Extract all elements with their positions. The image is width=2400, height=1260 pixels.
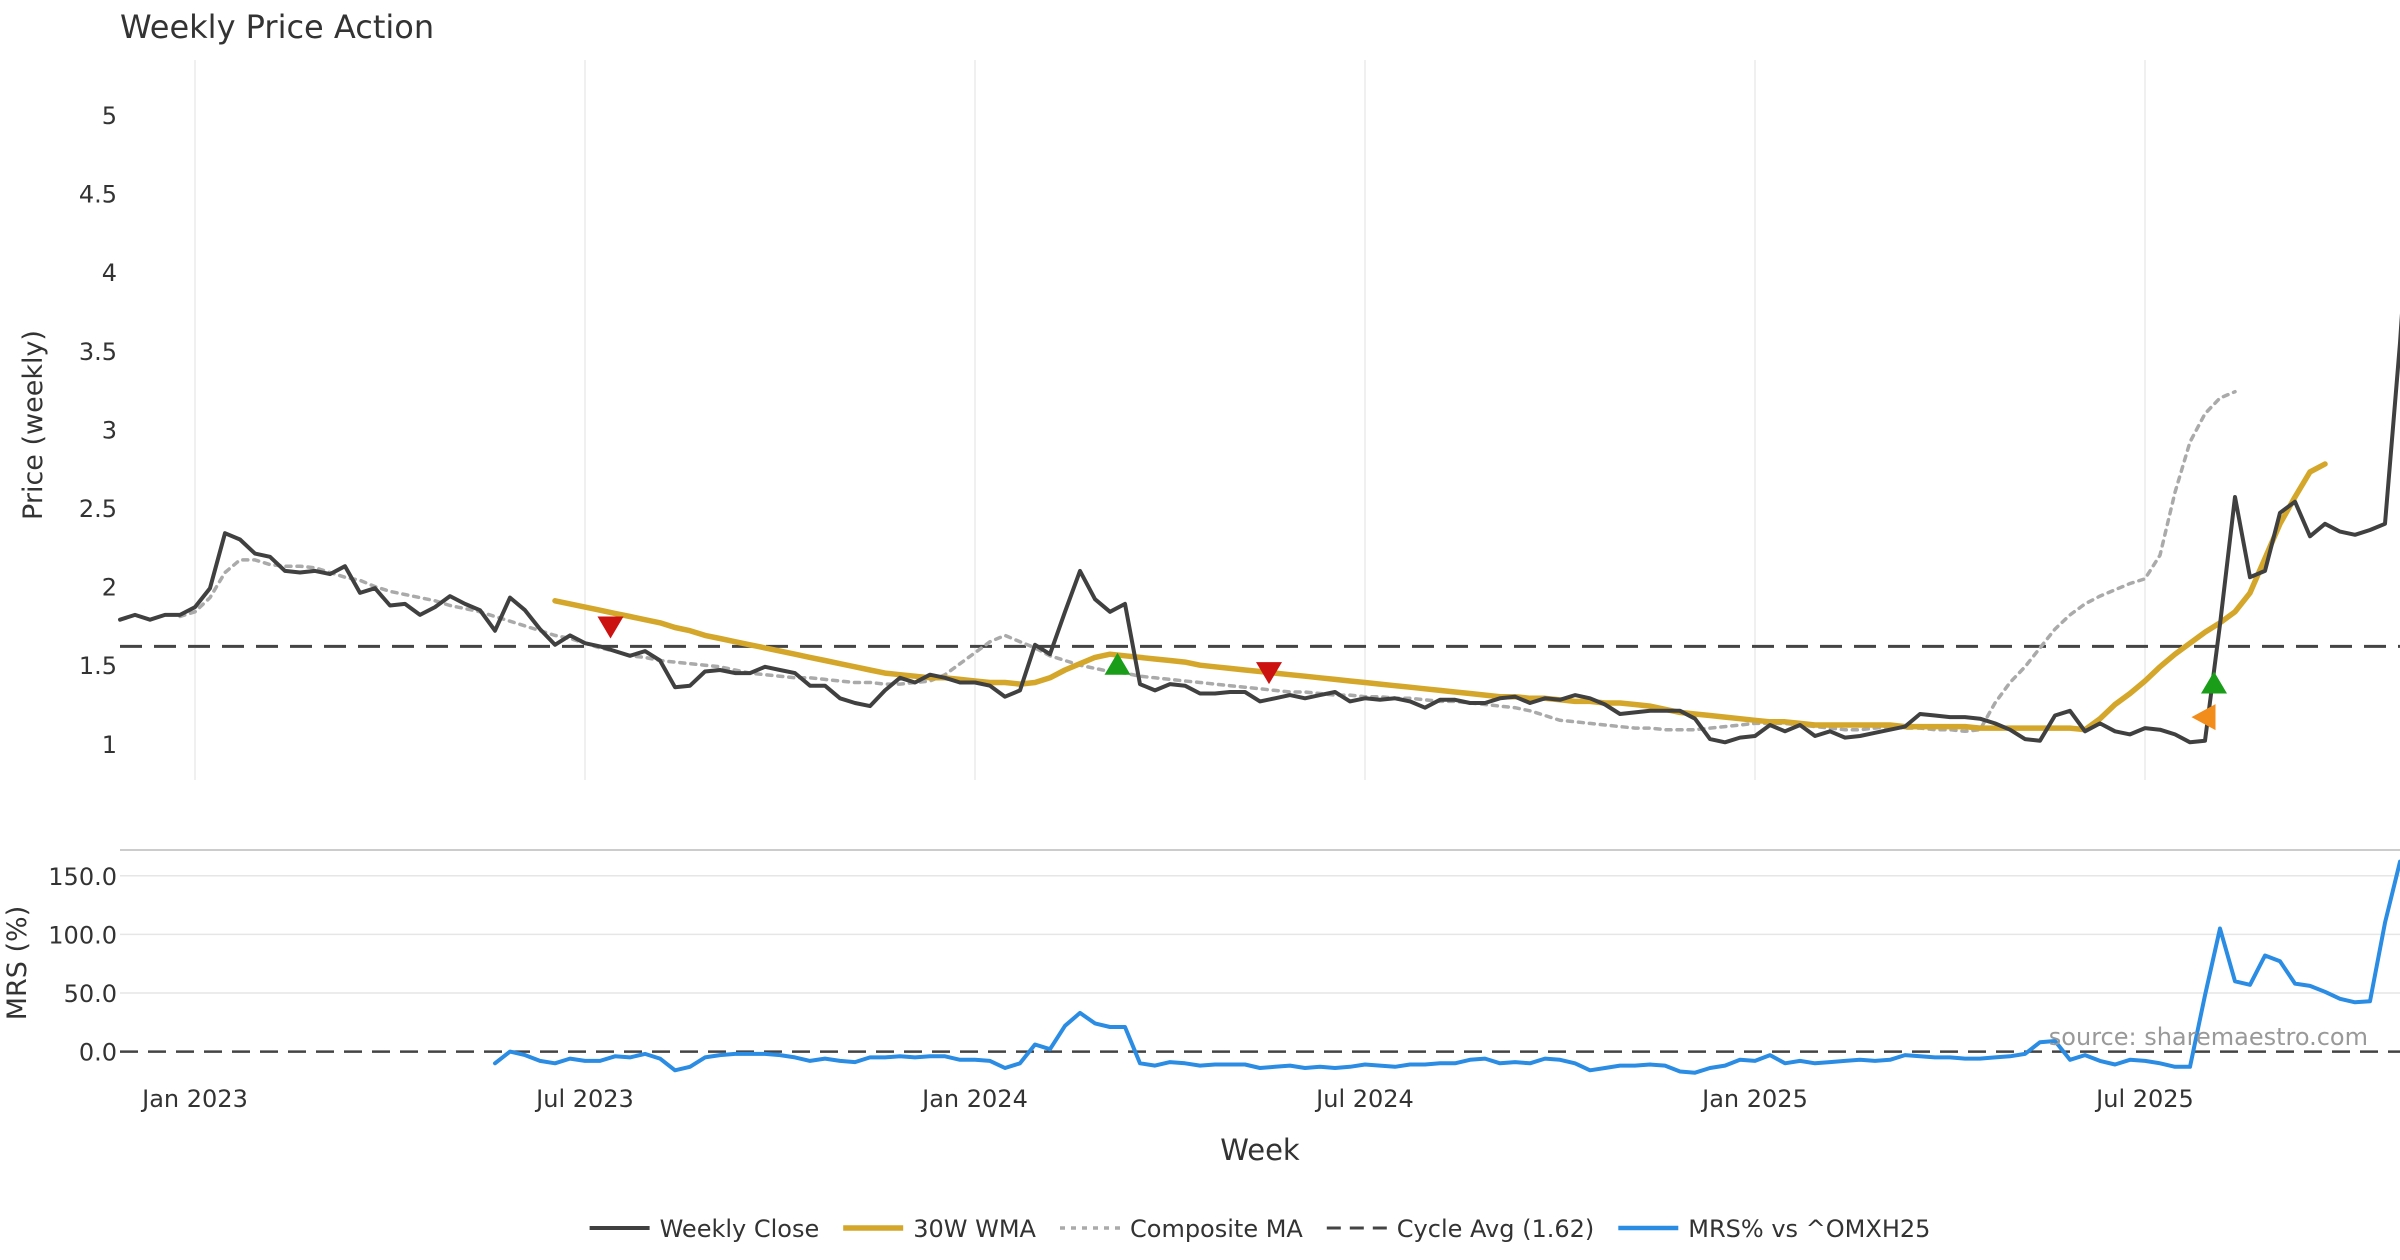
series-line-close: [118, 313, 2400, 745]
mrs-y-tick-label: 0.0: [79, 1039, 117, 1067]
x-tick-labels: Jan 2023 Jul 2023 Jan 2024 Jul 2024 Jan 2025…: [140, 1085, 2194, 1113]
x-tick-label: Jan 2025: [1700, 1085, 1808, 1113]
source-note: source: sharemaestro.com: [2049, 1023, 2368, 1051]
price-grid: [194, 60, 2146, 780]
x-tick-label: Jan 2024: [920, 1085, 1028, 1113]
buy-signal-marker: [1104, 652, 1131, 675]
legend-label: Cycle Avg (1.62): [1397, 1215, 1594, 1243]
mrs-y-tick-label: 100.0: [48, 921, 117, 949]
mrs-y-tick-label: 50.0: [64, 980, 117, 1008]
chart-title: Weekly Price Action: [120, 8, 434, 46]
price-y-tick-label: 1.5: [79, 652, 117, 680]
price-y-tick-label: 2.5: [79, 495, 117, 523]
legend-label: MRS% vs ^OMXH25: [1688, 1215, 1930, 1243]
marker-layer: [597, 616, 2227, 731]
price-y-tick-label: 1: [102, 731, 117, 759]
series-layer: [118, 313, 2400, 1075]
x-tick-label: Jul 2025: [2094, 1085, 2194, 1113]
legend-item: Cycle Avg (1.62): [1326, 1215, 1594, 1243]
legend: Weekly Close 30W WMA Composite MA Cycle Avg…: [589, 1215, 1930, 1243]
price-y-tick-label: 4.5: [79, 181, 117, 209]
price-y-tick-label: 2: [102, 574, 117, 602]
legend-item: MRS% vs ^OMXH25: [1618, 1215, 1930, 1243]
mrs-y-tick-label: 150.0: [48, 863, 117, 891]
legend-item: 30W WMA: [843, 1215, 1037, 1243]
x-tick-label: Jan 2023: [140, 1085, 248, 1113]
price-y-tick-label: 5: [102, 102, 117, 130]
legend-label: 30W WMA: [913, 1215, 1036, 1243]
x-tick-label: Jul 2023: [534, 1085, 634, 1113]
price-y-tick-label: 3.5: [79, 338, 117, 366]
legend-label: Weekly Close: [660, 1215, 820, 1243]
x-tick-label: Jul 2024: [1314, 1085, 1414, 1113]
price-y-tick-label: 3: [102, 416, 117, 444]
price-y-tick-label: 4: [102, 259, 117, 287]
x-axis-label: Week: [1220, 1133, 1300, 1167]
sell-signal-marker: [597, 616, 624, 639]
sell-signal-marker: [1256, 662, 1282, 685]
series-line-wma: [552, 461, 2328, 733]
legend-label: Composite MA: [1130, 1215, 1303, 1243]
mrs-y-axis-label: MRS (%): [2, 906, 33, 1021]
legend-item: Weekly Close: [589, 1215, 820, 1243]
mrs-grid: [120, 875, 2400, 994]
price-y-axis-label: Price (weekly): [18, 330, 49, 520]
series-line-mrs: [493, 859, 2400, 1075]
legend-item: Composite MA: [1060, 1215, 1303, 1243]
buy-signal-marker: [2201, 671, 2227, 694]
crossover-marker: [2191, 704, 2216, 731]
series-line-composite: [178, 389, 2237, 734]
